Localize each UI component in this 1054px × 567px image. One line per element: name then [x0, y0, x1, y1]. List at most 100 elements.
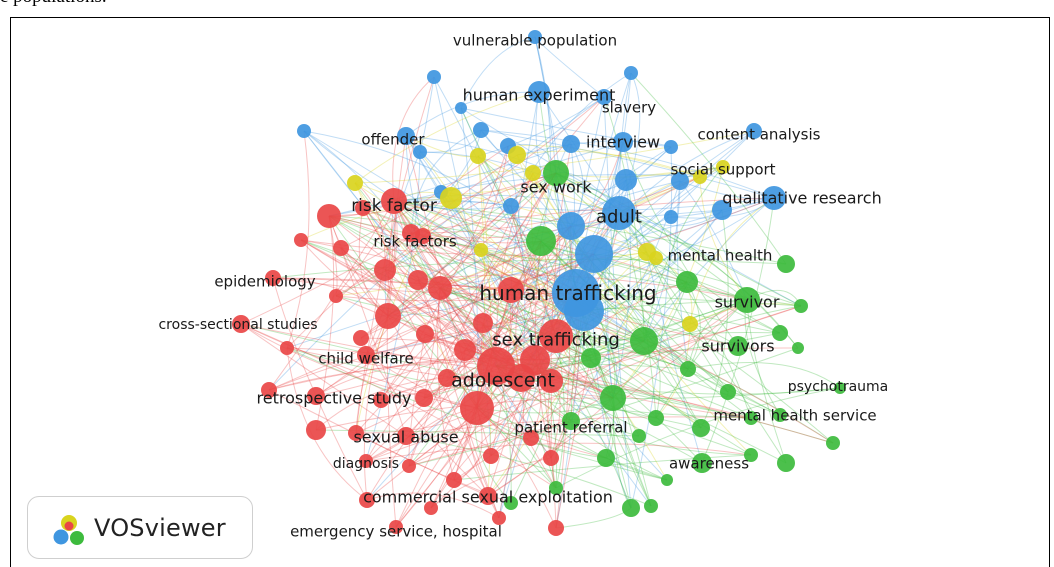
label-risk-factors[interactable]: risk factors: [373, 232, 457, 250]
network-node[interactable]: [794, 299, 808, 313]
network-node[interactable]: [280, 341, 294, 355]
node-risk-factors[interactable]: [415, 228, 431, 244]
network-node[interactable]: [317, 204, 341, 228]
network-node[interactable]: [440, 187, 462, 209]
node-survivors[interactable]: [728, 336, 748, 356]
network-node[interactable]: [744, 448, 758, 462]
label-content-analysis[interactable]: content analysis: [698, 125, 821, 143]
label-patient-referral[interactable]: patient referral: [514, 418, 627, 436]
label-mental-health[interactable]: mental health: [668, 246, 773, 264]
network-node[interactable]: [347, 175, 363, 191]
label-risk-factor[interactable]: risk factor: [351, 196, 437, 216]
node-commercial-sexual-exploitation[interactable]: [479, 487, 497, 505]
network-node[interactable]: [525, 165, 541, 181]
network-node[interactable]: [539, 369, 563, 393]
network-node[interactable]: [543, 450, 559, 466]
network-node[interactable]: [648, 410, 664, 426]
network-node[interactable]: [772, 325, 788, 341]
network-node[interactable]: [294, 233, 308, 247]
network-node[interactable]: [630, 327, 658, 355]
network-node[interactable]: [474, 243, 488, 257]
network-node[interactable]: [355, 200, 371, 216]
node-human-experiment[interactable]: [528, 81, 550, 103]
network-node[interactable]: [523, 430, 539, 446]
network-node[interactable]: [415, 389, 433, 407]
network-node[interactable]: [438, 369, 456, 387]
network-node[interactable]: [549, 481, 563, 495]
label-epidemiology[interactable]: epidemiology: [214, 272, 315, 290]
node-vulnerable-population[interactable]: [528, 30, 542, 44]
network-node[interactable]: [664, 140, 678, 154]
network-node[interactable]: [297, 124, 311, 138]
network-node[interactable]: [526, 226, 556, 256]
network-node[interactable]: [460, 391, 494, 425]
network-node[interactable]: [446, 472, 462, 488]
node-sex-trafficking[interactable]: [539, 319, 573, 353]
label-human-trafficking[interactable]: human trafficking: [479, 281, 656, 305]
network-node[interactable]: [826, 436, 840, 450]
network-node[interactable]: [777, 255, 795, 273]
network-node[interactable]: [413, 145, 427, 159]
node-cross-sectional-studies[interactable]: [232, 315, 250, 333]
network-node[interactable]: [329, 289, 343, 303]
network-node[interactable]: [680, 361, 696, 377]
network-node[interactable]: [712, 200, 732, 220]
network-node[interactable]: [792, 342, 804, 354]
node-social-support[interactable]: [716, 160, 730, 174]
node-child-welfare[interactable]: [357, 346, 375, 364]
label-slavery[interactable]: slavery: [602, 98, 656, 116]
network-node[interactable]: [359, 492, 375, 508]
network-node[interactable]: [777, 454, 795, 472]
network-node[interactable]: [473, 313, 493, 333]
network-node[interactable]: [408, 270, 428, 290]
network-node[interactable]: [676, 271, 698, 293]
node-epidemiology[interactable]: [265, 270, 281, 286]
network-node[interactable]: [427, 70, 441, 84]
node-retrospective-study[interactable]: [307, 387, 325, 405]
node-qualitative-research[interactable]: [762, 186, 786, 210]
network-node[interactable]: [333, 240, 349, 256]
network-node[interactable]: [374, 259, 396, 281]
label-child-welfare[interactable]: child welfare: [318, 349, 414, 367]
node-risk-factor[interactable]: [381, 188, 407, 214]
network-node[interactable]: [498, 277, 524, 303]
label-social-support[interactable]: social support: [670, 160, 775, 178]
network-node[interactable]: [454, 339, 476, 361]
node-diagnosis[interactable]: [359, 454, 373, 468]
network-node[interactable]: [306, 420, 326, 440]
network-node[interactable]: [562, 135, 580, 153]
node-psychotrauma[interactable]: [834, 382, 846, 394]
node-sex-work[interactable]: [543, 160, 569, 186]
label-diagnosis[interactable]: diagnosis: [333, 456, 399, 472]
label-vulnerable-population[interactable]: vulnerable population: [453, 31, 617, 49]
network-node[interactable]: [353, 330, 369, 346]
network-node[interactable]: [644, 499, 658, 513]
node-human-trafficking[interactable]: [552, 269, 600, 317]
network-node[interactable]: [470, 148, 486, 164]
network-node[interactable]: [575, 235, 613, 273]
node-patient-referral[interactable]: [562, 412, 580, 430]
label-psychotrauma[interactable]: psychotrauma: [788, 379, 889, 395]
label-adolescent[interactable]: adolescent: [451, 370, 555, 392]
label-sexual-abuse[interactable]: sexual abuse: [353, 428, 458, 447]
network-node[interactable]: [615, 169, 637, 191]
network-node[interactable]: [508, 146, 526, 164]
network-node[interactable]: [424, 501, 438, 515]
network-node[interactable]: [597, 449, 615, 467]
network-node[interactable]: [548, 520, 564, 536]
label-mental-health-service[interactable]: mental health service: [713, 406, 876, 424]
label-retrospective-study[interactable]: retrospective study: [257, 389, 412, 408]
network-node[interactable]: [720, 384, 736, 400]
network-node[interactable]: [632, 429, 646, 443]
network-node[interactable]: [375, 303, 401, 329]
label-emergency-service-hospital[interactable]: emergency service, hospital: [290, 522, 502, 540]
network-node[interactable]: [671, 172, 689, 190]
network-node[interactable]: [557, 212, 585, 240]
network-node[interactable]: [483, 448, 499, 464]
label-sex-work[interactable]: sex work: [520, 178, 592, 197]
node-mental-health[interactable]: [638, 243, 656, 261]
label-qualitative-research[interactable]: qualitative research: [722, 189, 881, 208]
node-adult[interactable]: [602, 196, 636, 230]
label-sex-trafficking[interactable]: sex trafficking: [492, 329, 620, 350]
network-node[interactable]: [664, 210, 678, 224]
